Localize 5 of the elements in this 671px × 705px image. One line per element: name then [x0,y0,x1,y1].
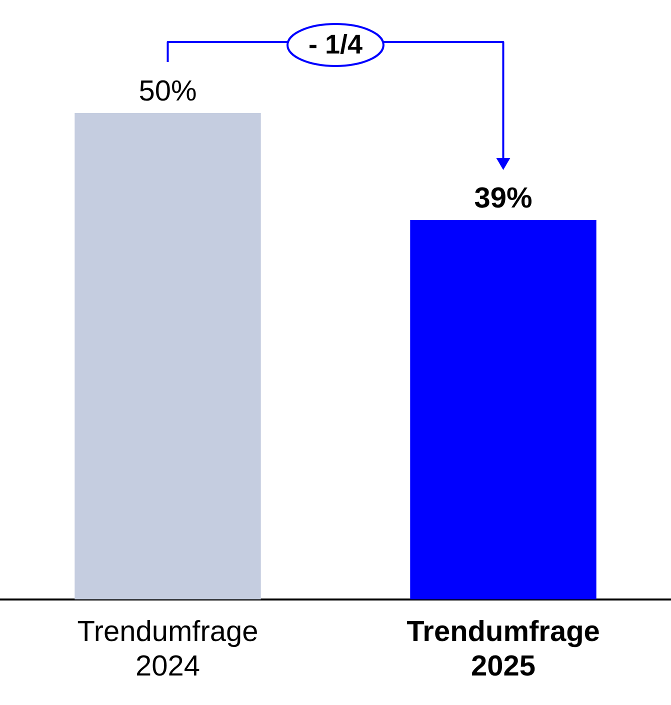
text: - 1/4 [308,29,363,60]
data-label: 39% [474,182,532,215]
x-tick-label: Trendumfrage 2024 [77,616,258,683]
x-tick-label: Trendumfrage 2025 [406,616,600,683]
data-label: 50% [138,76,197,108]
